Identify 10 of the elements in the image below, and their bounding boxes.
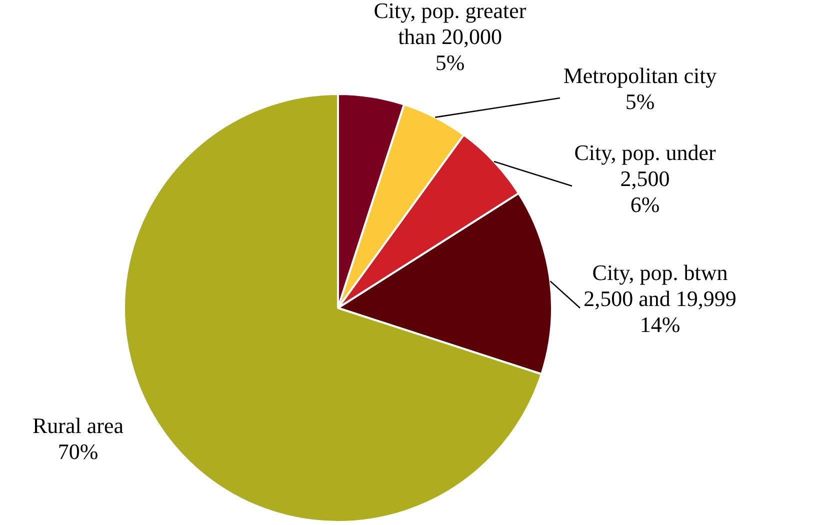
data-label: 5% bbox=[435, 50, 465, 75]
data-label: 5% bbox=[625, 88, 655, 114]
data-label: 70% bbox=[58, 438, 98, 464]
slice-label: Rural area bbox=[32, 412, 124, 438]
data-label: 6% bbox=[630, 192, 660, 217]
slice-label: City, pop. under 2,500 bbox=[574, 140, 716, 191]
slice-label: City, pop. greater than 20,000 bbox=[374, 0, 527, 49]
data-label: 14% bbox=[640, 312, 680, 337]
slice-label: Metropolitan city bbox=[563, 62, 717, 88]
slice-label: City, pop. btwn 2,500 and 19,999 bbox=[584, 260, 736, 311]
